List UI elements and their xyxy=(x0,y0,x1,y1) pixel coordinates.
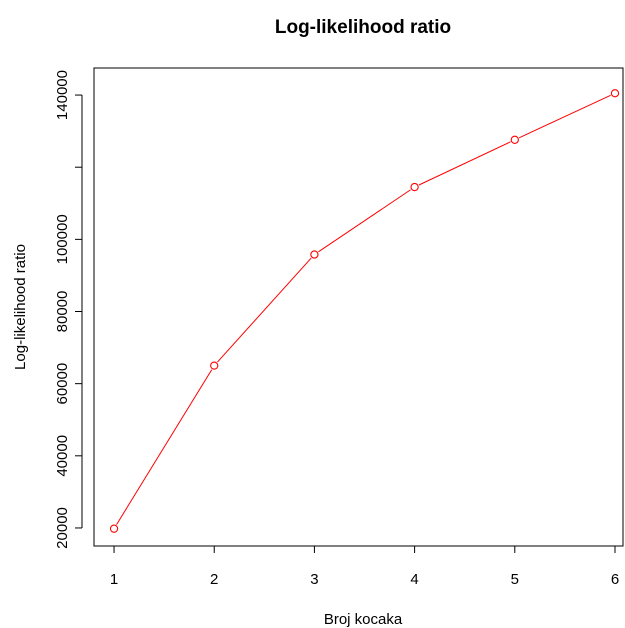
y-tick-label: 20000 xyxy=(54,507,71,549)
data-point xyxy=(510,135,519,144)
data-point xyxy=(610,89,620,98)
series-line-segment xyxy=(217,257,312,363)
y-tick-label: 140000 xyxy=(54,70,71,120)
y-tick-label: 100000 xyxy=(54,214,71,264)
data-point xyxy=(210,361,219,370)
plot-area-frame xyxy=(93,67,624,547)
chart-title: Log-likelihood ratio xyxy=(275,17,451,38)
y-axis-label: Log-likelihood ratio xyxy=(12,244,29,370)
series-line-segment xyxy=(318,189,411,253)
x-tick-label: 1 xyxy=(110,571,118,588)
x-tick-label: 2 xyxy=(210,571,218,588)
x-tick-label: 5 xyxy=(511,571,519,588)
y-tick-label: 40000 xyxy=(54,435,71,477)
x-tick-label: 3 xyxy=(310,571,318,588)
series-line-segment xyxy=(116,369,213,525)
y-axis: 20000 40000 60000 80000 100000 140000 xyxy=(54,70,83,549)
series-line-segment xyxy=(518,94,611,139)
x-tick-label: 6 xyxy=(611,571,619,588)
series-line-segment xyxy=(418,141,511,186)
y-tick-label: 80000 xyxy=(54,291,71,333)
x-axis: 1 2 3 4 5 6 xyxy=(110,545,619,588)
x-axis-label: Broj kocaka xyxy=(324,611,403,628)
series-group xyxy=(109,89,620,533)
y-tick-label: 60000 xyxy=(54,363,71,405)
data-point xyxy=(109,524,119,533)
data-point xyxy=(310,250,319,259)
x-tick-label: 4 xyxy=(410,571,418,588)
data-point xyxy=(410,182,419,192)
